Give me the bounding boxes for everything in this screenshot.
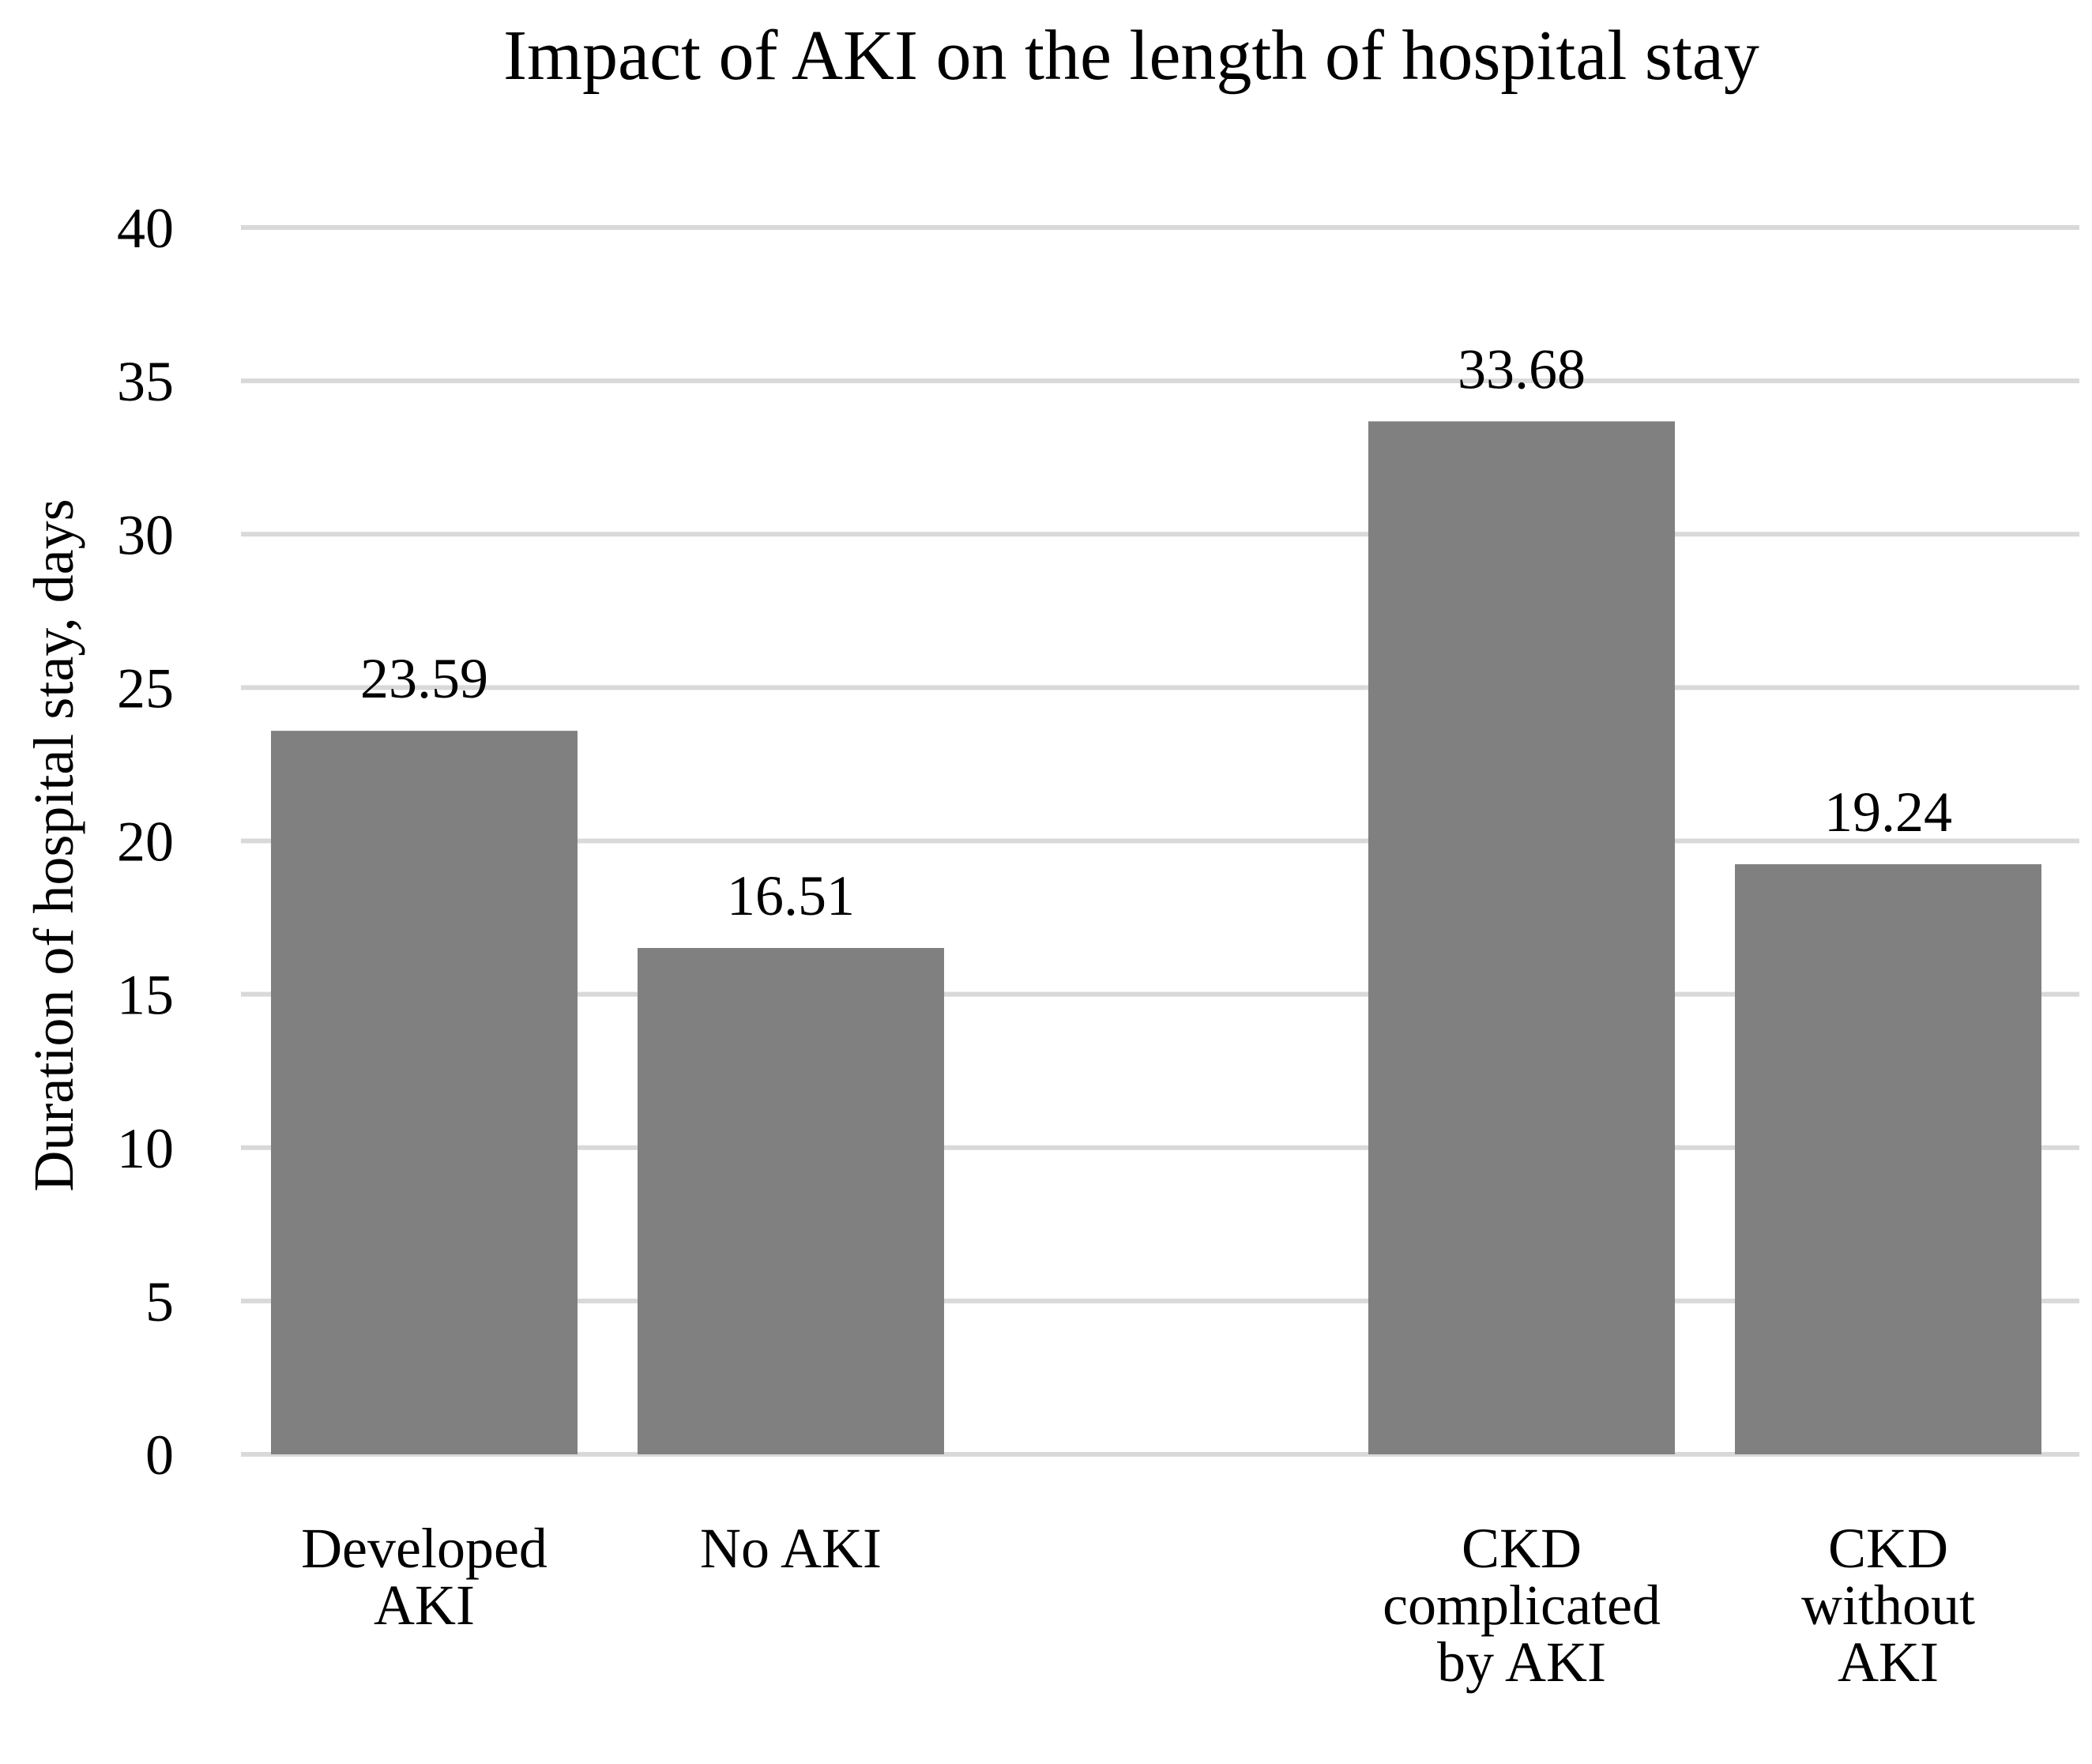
y-tick-label: 0 [145,1424,174,1487]
y-tick-label: 10 [117,1117,174,1180]
x-category-label: Developed [301,1517,547,1580]
y-tick-label: 5 [145,1270,174,1333]
x-category-label: CKD [1462,1517,1582,1580]
data-labels: 23.59 16.51 33.68 19.24 [360,337,1952,927]
bar [1735,864,2041,1454]
x-category-label: without [1801,1574,1975,1637]
bar [638,947,944,1454]
y-axis-title: Duration of hospital stay, days [22,498,85,1191]
chart-title: Impact of AKI on the length of hospital … [503,17,1759,95]
data-label: 19.24 [1824,780,1952,844]
x-category-label: complicated [1383,1574,1661,1637]
y-tick-label: 30 [117,503,174,566]
bar [271,731,578,1454]
x-category-label: AKI [374,1574,475,1637]
x-category-label: No AKI [700,1517,882,1580]
data-label: 23.59 [360,647,488,710]
x-category-label: AKI [1838,1630,1939,1694]
data-label: 33.68 [1458,337,1586,401]
y-tick-label: 20 [117,811,174,874]
bar [1368,421,1675,1454]
bars [271,421,2041,1454]
x-category-label: CKD [1828,1517,1948,1580]
y-tick-label: 40 [117,197,174,260]
x-category-label: by AKI [1437,1630,1606,1694]
y-tick-label: 15 [117,964,174,1027]
y-tick-label: 25 [117,656,174,720]
data-label: 16.51 [727,864,855,927]
y-axis-ticks: 0 5 10 15 20 25 30 35 40 [117,197,174,1487]
y-tick-label: 35 [117,350,174,413]
